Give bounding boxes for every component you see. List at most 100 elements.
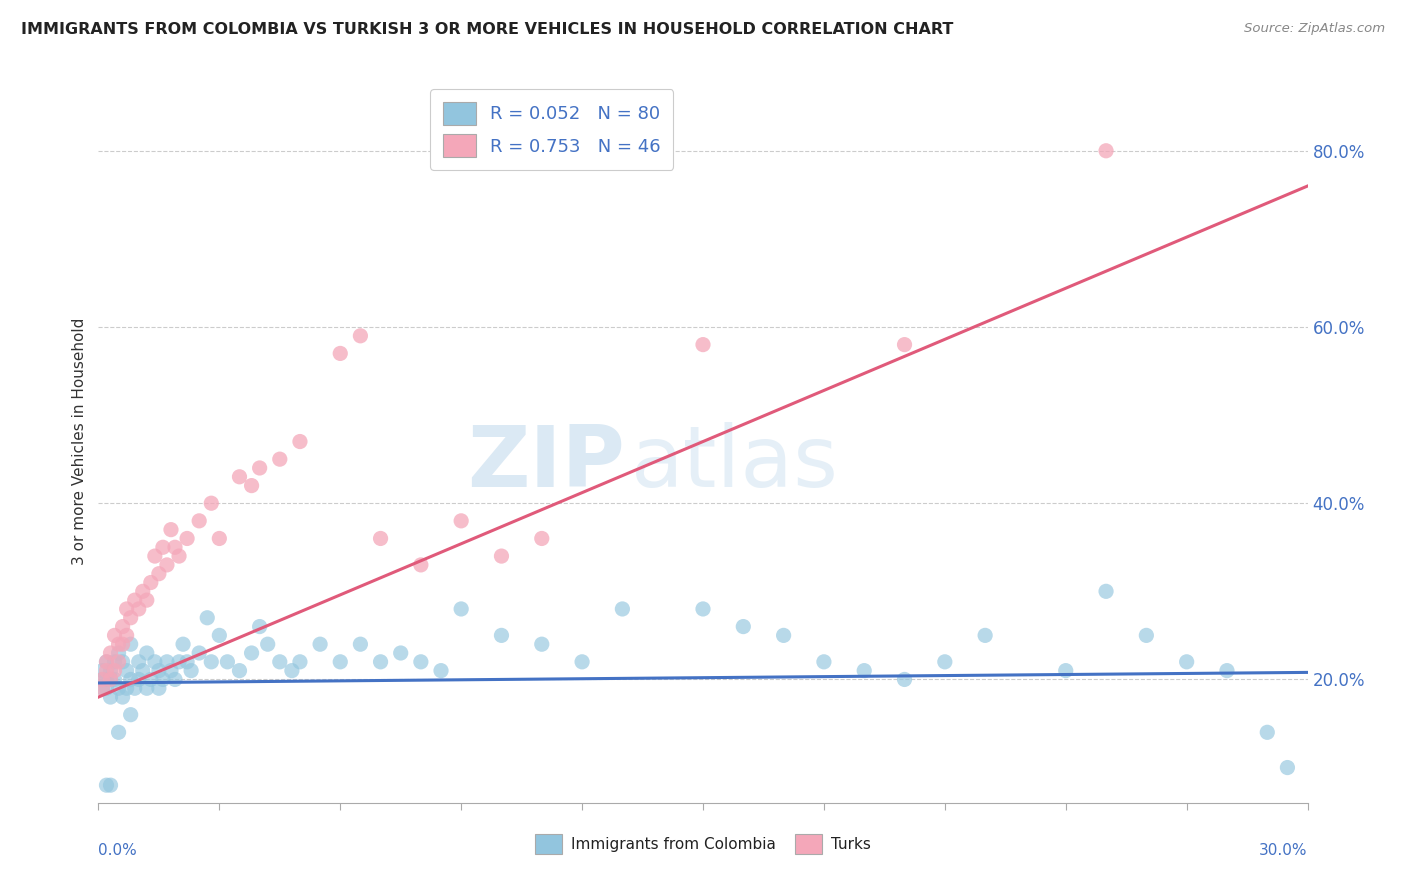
Point [103,655,125,669]
Point [1175,655,1198,669]
Point [152,673,174,687]
Text: 0.0%: 0.0% [98,843,138,857]
Point [128,655,150,669]
Point [100,673,122,687]
Point [111,619,134,633]
Point [853,664,876,678]
Point [120,707,142,722]
Point [288,655,311,669]
Point [571,655,593,669]
Point [269,452,291,467]
Point [132,664,155,678]
Point [111,655,134,669]
Point [167,655,190,669]
Point [172,637,194,651]
Point [111,690,134,704]
Point [96,673,118,687]
Point [115,602,138,616]
Point [180,664,202,678]
Point [200,496,222,510]
Point [91,681,114,696]
Point [893,337,915,351]
Point [96,655,118,669]
Point [240,478,263,492]
Point [115,681,138,696]
Point [96,655,118,669]
Point [530,637,553,651]
Point [103,673,125,687]
Point [612,602,634,616]
Point [107,725,129,739]
Point [139,575,162,590]
Point [124,593,146,607]
Point [176,655,198,669]
Point [409,558,432,572]
Point [370,655,392,669]
Point [163,541,186,555]
Point [217,655,239,669]
Point [450,514,472,528]
Point [893,673,915,687]
Point [208,628,231,642]
Text: IMMIGRANTS FROM COLOMBIA VS TURKISH 3 OR MORE VEHICLES IN HOUSEHOLD CORRELATION : IMMIGRANTS FROM COLOMBIA VS TURKISH 3 OR… [21,22,953,37]
Point [120,611,142,625]
Point [1277,760,1299,774]
Point [329,346,352,360]
Point [152,541,174,555]
Point [115,664,138,678]
Point [135,593,157,607]
Point [160,664,183,678]
Point [288,434,311,449]
Point [1095,584,1118,599]
Point [128,673,150,687]
Point [103,664,125,678]
Point [143,655,166,669]
Point [329,655,352,669]
Point [91,673,114,687]
Point [389,646,412,660]
Point [91,664,114,678]
Point [135,646,157,660]
Point [188,646,211,660]
Point [100,673,122,687]
Text: ZIP: ZIP [467,422,624,505]
Point [139,673,162,687]
Point [450,602,472,616]
Point [111,637,134,651]
Text: 30.0%: 30.0% [1260,843,1308,857]
Point [128,602,150,616]
Point [430,664,453,678]
Point [409,655,432,669]
Point [249,461,271,475]
Point [143,549,166,563]
Point [491,628,513,642]
Point [96,778,118,792]
Point [148,664,170,678]
Point [107,646,129,660]
Point [349,328,371,343]
Point [156,655,179,669]
Point [256,637,278,651]
Point [733,619,755,633]
Point [200,655,222,669]
Point [163,673,186,687]
Point [692,337,714,351]
Y-axis label: 3 or more Vehicles in Household: 3 or more Vehicles in Household [72,318,87,566]
Point [103,628,125,642]
Point [176,532,198,546]
Point [96,664,118,678]
Point [974,628,997,642]
Point [349,637,371,651]
Text: Source: ZipAtlas.com: Source: ZipAtlas.com [1244,22,1385,36]
Point [772,628,794,642]
Point [240,646,263,660]
Point [228,664,250,678]
Point [124,681,146,696]
Point [167,549,190,563]
Point [148,681,170,696]
Point [692,602,714,616]
Point [530,532,553,546]
Point [135,681,157,696]
Point [107,637,129,651]
Point [208,532,231,546]
